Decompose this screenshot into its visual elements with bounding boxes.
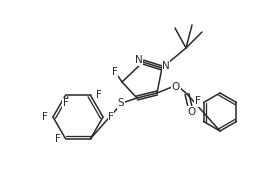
Text: F: F <box>195 97 200 106</box>
Text: S: S <box>118 98 124 108</box>
Text: F: F <box>112 67 118 77</box>
Text: F: F <box>42 112 48 122</box>
Text: F: F <box>63 98 68 108</box>
Text: O: O <box>172 82 180 92</box>
Text: N: N <box>135 55 143 65</box>
Text: F: F <box>96 90 102 100</box>
Text: F: F <box>55 134 60 144</box>
Text: F: F <box>108 112 114 122</box>
Text: O: O <box>187 107 195 117</box>
Text: N: N <box>162 61 170 71</box>
